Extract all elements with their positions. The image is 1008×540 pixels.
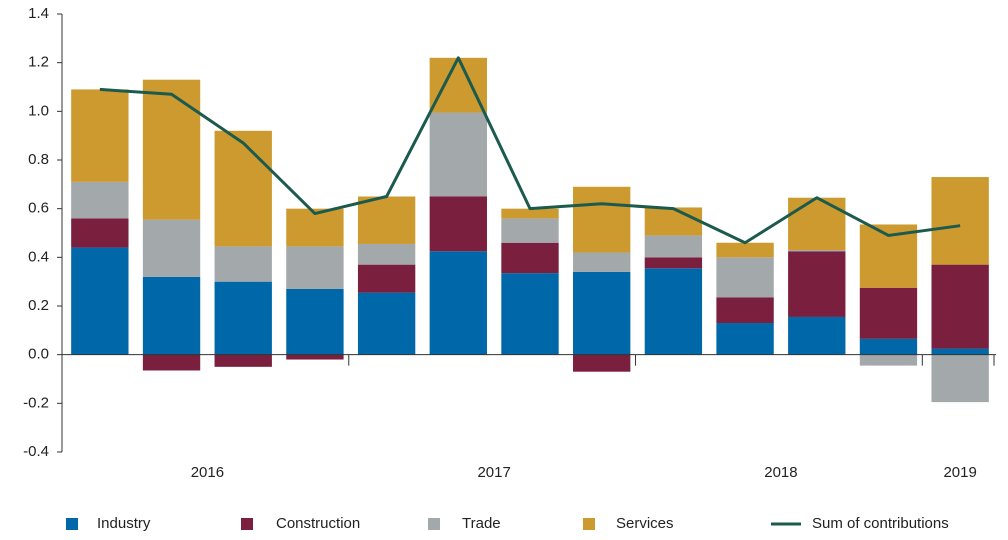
x-group-label: 2016 xyxy=(191,464,224,481)
y-tick-label: 1.0 xyxy=(28,102,49,119)
bar xyxy=(214,130,272,247)
bar xyxy=(716,297,774,324)
bar xyxy=(788,316,846,355)
legend-label: Construction xyxy=(276,515,360,532)
y-tick-label: -0.4 xyxy=(23,443,49,460)
x-group-label: 2017 xyxy=(477,464,510,481)
bar xyxy=(931,354,989,403)
bar xyxy=(716,242,774,258)
bar xyxy=(644,235,703,258)
bar xyxy=(429,251,487,355)
bar xyxy=(429,57,487,113)
bar xyxy=(859,338,918,355)
legend-label: Services xyxy=(616,515,674,532)
bar xyxy=(71,181,129,219)
bar xyxy=(501,208,559,219)
bar xyxy=(142,354,201,371)
bar xyxy=(429,112,487,197)
bar xyxy=(644,207,703,236)
bar xyxy=(788,197,846,251)
bar xyxy=(71,218,129,248)
bar xyxy=(286,246,344,289)
bar xyxy=(214,354,272,367)
legend-marker xyxy=(583,518,595,530)
y-tick-label: 0.6 xyxy=(28,200,49,217)
legend-marker xyxy=(241,518,253,530)
bar xyxy=(142,219,201,277)
bar xyxy=(573,252,631,272)
y-tick-label: 0.8 xyxy=(28,151,49,168)
bar xyxy=(501,242,559,274)
bar xyxy=(931,177,989,265)
bar xyxy=(71,247,129,355)
bar xyxy=(142,79,201,220)
bar xyxy=(357,292,416,355)
bar xyxy=(501,218,559,243)
line xyxy=(99,56,961,245)
legend-label: Industry xyxy=(97,515,151,532)
x-group-label: 2019 xyxy=(943,464,976,481)
bar xyxy=(644,268,703,355)
legend-label: Sum of contributions xyxy=(812,515,949,532)
bar xyxy=(357,196,416,244)
bar xyxy=(859,354,918,366)
bar xyxy=(142,276,201,355)
bar xyxy=(788,250,846,252)
bar xyxy=(286,354,344,360)
bar xyxy=(716,323,774,355)
y-tick-label: 0.2 xyxy=(28,297,49,314)
bar xyxy=(501,273,559,355)
bar xyxy=(357,243,416,265)
bar xyxy=(573,271,631,355)
bar xyxy=(859,287,918,339)
y-tick-label: -0.2 xyxy=(23,394,49,411)
bar xyxy=(71,89,129,182)
legend-marker xyxy=(428,518,440,530)
bar xyxy=(573,186,631,253)
y-tick-label: 1.2 xyxy=(28,54,49,71)
bar xyxy=(788,251,846,317)
y-tick-label: 0.4 xyxy=(28,248,49,265)
y-tick-label: 0.0 xyxy=(28,346,49,363)
bar xyxy=(931,264,989,349)
bar xyxy=(644,257,703,269)
legend-marker xyxy=(66,518,78,530)
x-group-label: 2018 xyxy=(764,464,797,481)
y-tick-label: 1.4 xyxy=(28,5,49,22)
bar xyxy=(357,264,416,293)
bar xyxy=(429,196,487,252)
legend-label: Trade xyxy=(462,515,501,532)
bar xyxy=(716,257,774,298)
bar xyxy=(214,246,272,282)
bar xyxy=(573,354,631,372)
bar xyxy=(214,281,272,355)
bar xyxy=(286,288,344,355)
bar xyxy=(931,348,989,355)
